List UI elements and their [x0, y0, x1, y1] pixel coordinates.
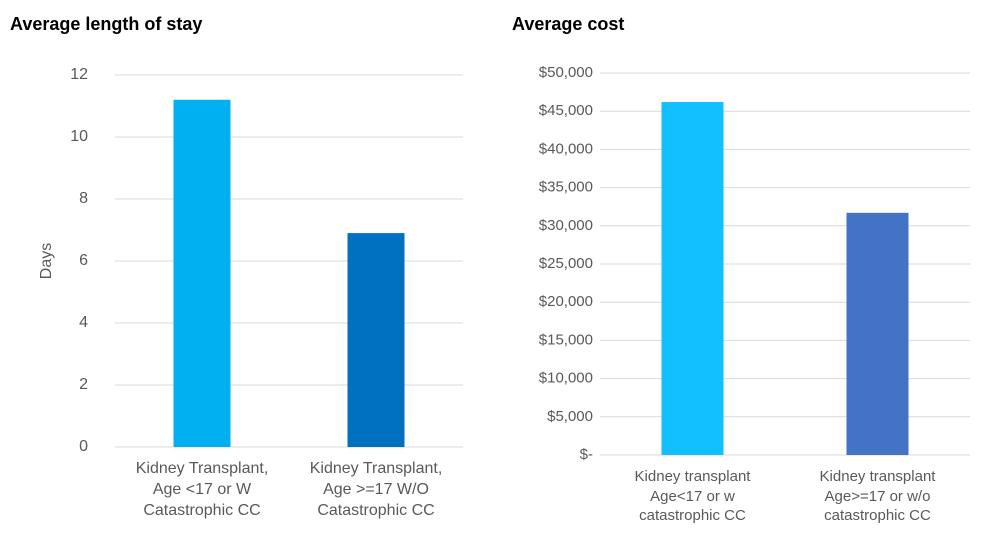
y-tick-label: $50,000: [539, 64, 593, 81]
bar: [661, 102, 724, 456]
y-tick-label: $-: [580, 446, 593, 463]
y-tick-label: 10: [70, 128, 88, 145]
y-tick-label: $40,000: [539, 140, 593, 157]
y-tick-label: $30,000: [539, 217, 593, 234]
y-tick-label: $35,000: [539, 179, 593, 196]
y-tick-label: $25,000: [539, 255, 593, 272]
chart-title: Average length of stay: [10, 14, 202, 34]
y-tick-label: 12: [70, 66, 88, 83]
y-tick-label: 8: [79, 190, 88, 207]
bar: [347, 233, 405, 447]
x-tick-label: Kidney Transplant, Age <17 or W Catastro…: [135, 460, 269, 519]
y-tick-label: $10,000: [539, 370, 593, 387]
bar: [846, 212, 909, 455]
y-tick-label: $15,000: [539, 331, 593, 348]
bar: [173, 99, 231, 448]
x-tick-label: Kidney transplant Age>=17 or w/o catastr…: [819, 468, 936, 524]
x-tick-label: Kidney transplant Age<17 or w catastroph…: [634, 468, 751, 524]
y-tick-label: 0: [79, 438, 88, 455]
y-tick-label: 6: [79, 252, 88, 269]
y-tick-label: $5,000: [547, 408, 593, 425]
y-tick-label: 4: [79, 314, 88, 331]
y-tick-label: 2: [79, 376, 88, 393]
y-tick-label: $45,000: [539, 102, 593, 119]
chart-title: Average cost: [512, 14, 624, 34]
y-tick-label: $20,000: [539, 293, 593, 310]
x-tick-label: Kidney Transplant, Age >=17 W/O Catastro…: [309, 460, 443, 519]
y-axis-label: Days: [38, 243, 55, 279]
